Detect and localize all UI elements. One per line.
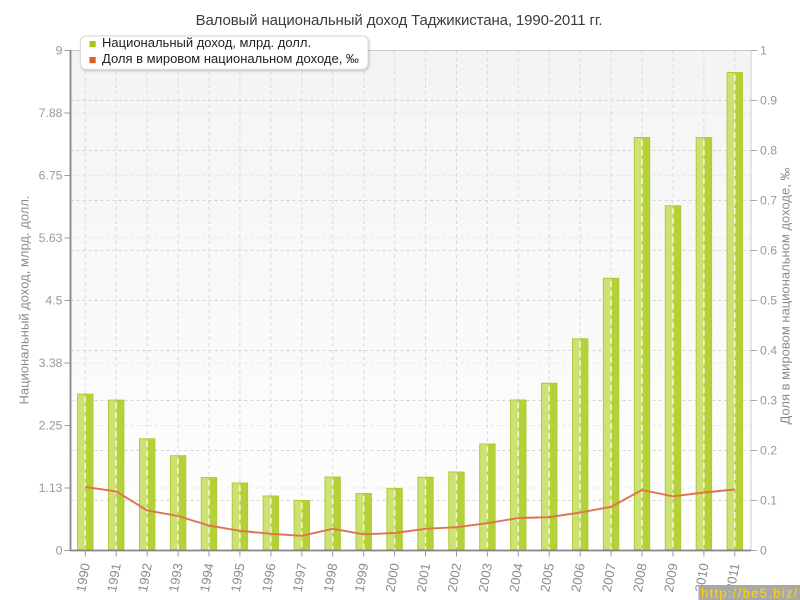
- svg-text:6.75: 6.75: [39, 169, 63, 183]
- svg-text:1990: 1990: [73, 562, 93, 593]
- svg-text:2005: 2005: [537, 562, 557, 593]
- svg-text:1998: 1998: [321, 562, 341, 593]
- svg-text:9: 9: [56, 44, 63, 58]
- svg-text:2001: 2001: [413, 562, 433, 593]
- svg-text:0.2: 0.2: [760, 444, 777, 458]
- svg-text:1999: 1999: [352, 562, 372, 593]
- svg-text:7.88: 7.88: [39, 106, 63, 120]
- svg-text:2.25: 2.25: [39, 419, 63, 433]
- svg-text:0.6: 0.6: [760, 244, 777, 258]
- svg-text:5.63: 5.63: [39, 231, 63, 245]
- svg-text:1992: 1992: [135, 562, 155, 593]
- svg-text:1: 1: [760, 44, 767, 58]
- svg-text:http://be5.biz/: http://be5.biz/: [701, 586, 799, 600]
- svg-text:0.5: 0.5: [760, 294, 777, 308]
- svg-text:1994: 1994: [197, 562, 217, 593]
- svg-text:1.13: 1.13: [39, 481, 63, 495]
- svg-text:2011: 2011: [723, 562, 743, 592]
- svg-text:0.1: 0.1: [760, 494, 777, 508]
- svg-text:2000: 2000: [382, 562, 402, 593]
- svg-text:0.3: 0.3: [760, 394, 777, 408]
- svg-text:0.7: 0.7: [760, 194, 777, 208]
- svg-text:Доля в мировом национальном до: Доля в мировом национальном доходе, ‰: [778, 168, 793, 425]
- svg-text:2004: 2004: [506, 562, 526, 593]
- svg-text:Национальный доход, млрд. долл: Национальный доход, млрд. долл.: [102, 35, 311, 50]
- svg-text:0.9: 0.9: [760, 94, 777, 108]
- svg-text:0: 0: [56, 544, 63, 558]
- svg-text:2002: 2002: [444, 562, 464, 593]
- svg-text:3.38: 3.38: [39, 356, 63, 370]
- svg-text:0.4: 0.4: [760, 344, 777, 358]
- svg-text:4.5: 4.5: [45, 294, 62, 308]
- svg-text:Доля в мировом национальном до: Доля в мировом национальном доходе, ‰: [102, 51, 359, 66]
- svg-text:1996: 1996: [259, 562, 279, 593]
- svg-text:1997: 1997: [290, 562, 310, 593]
- svg-text:Национальный доход, млрд. долл: Национальный доход, млрд. долл.: [17, 195, 32, 404]
- svg-text:2009: 2009: [661, 562, 681, 593]
- svg-text:1995: 1995: [228, 562, 248, 593]
- svg-text:2007: 2007: [599, 562, 619, 593]
- svg-text:1991: 1991: [104, 562, 124, 593]
- svg-text:0: 0: [760, 544, 767, 558]
- svg-text:0.8: 0.8: [760, 144, 777, 158]
- svg-text:2003: 2003: [475, 562, 495, 593]
- svg-text:2006: 2006: [568, 562, 588, 593]
- svg-text:1993: 1993: [166, 562, 186, 593]
- svg-text:Валовый национальный доход Тад: Валовый национальный доход Таджикистана,…: [196, 12, 603, 29]
- svg-text:2008: 2008: [630, 562, 650, 593]
